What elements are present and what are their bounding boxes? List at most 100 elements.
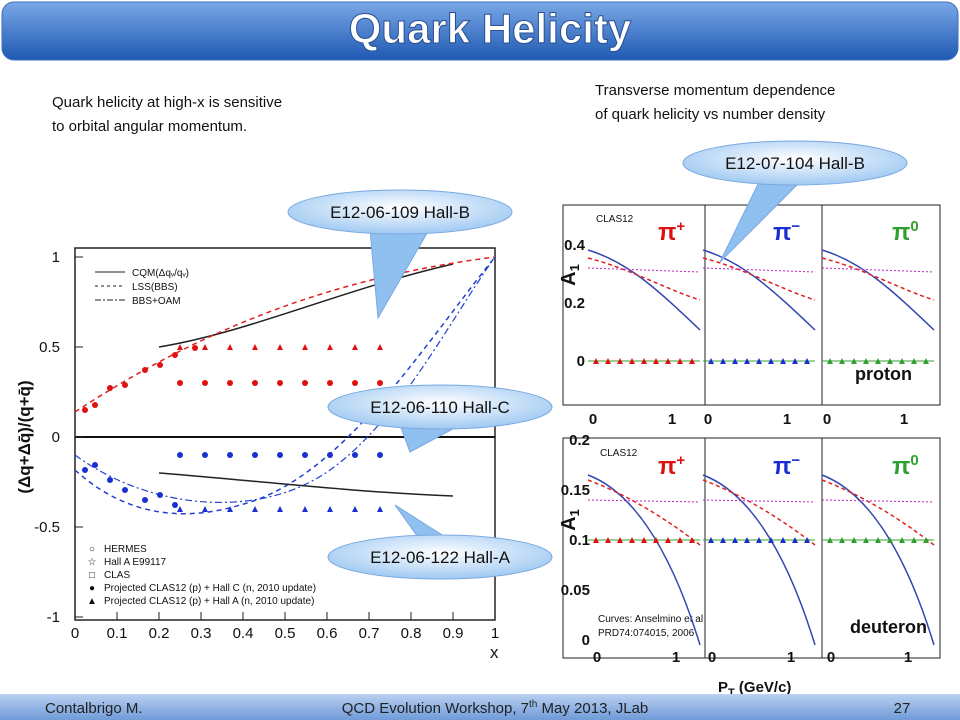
x-tick-label: 0 bbox=[823, 411, 831, 428]
panel-label-sup: + bbox=[676, 452, 685, 469]
legend-text: BBS+OAM bbox=[132, 296, 181, 307]
curve bbox=[702, 257, 816, 301]
footer-author: Contalbrigo M. bbox=[45, 700, 143, 717]
y-label: A1 bbox=[558, 264, 582, 286]
legend-text: Projected CLAS12 (p) + Hall A (n, 2010 u… bbox=[104, 596, 314, 607]
curves-note: PRD74:074015, 2006 bbox=[598, 628, 695, 639]
right-text: of quark helicity vs number density bbox=[595, 106, 826, 123]
slide-title: Quark Helicity bbox=[349, 5, 632, 52]
panel-label-sup: − bbox=[791, 452, 800, 469]
title-bar bbox=[1, 1, 959, 61]
curve bbox=[702, 499, 816, 503]
panel-label: π− bbox=[773, 218, 800, 246]
x-label: x bbox=[490, 643, 499, 662]
curve bbox=[821, 479, 935, 546]
legend-symbol: ☆ bbox=[88, 557, 97, 568]
x-tick-label: 1 bbox=[783, 411, 791, 428]
panel-frame bbox=[562, 204, 941, 406]
y-tick-label: 0.1 bbox=[569, 532, 590, 549]
y-tick-label: 0.15 bbox=[561, 482, 590, 499]
panel-label: π0 bbox=[892, 218, 919, 246]
curve bbox=[587, 249, 701, 331]
panel-label-sup: + bbox=[676, 218, 685, 235]
panel-label-base: π bbox=[892, 219, 910, 246]
curve bbox=[587, 499, 701, 503]
legend-text: CQM(Δqᵥ/qᵥ) bbox=[132, 268, 189, 279]
y-tick-label: 0.2 bbox=[564, 295, 585, 312]
legend-symbol: □ bbox=[89, 570, 95, 581]
legend-symbol: ● bbox=[89, 583, 95, 594]
y-tick-label: 0.2 bbox=[569, 432, 590, 449]
panel-frame bbox=[562, 437, 941, 659]
legend-text: Hall A E99117 bbox=[104, 557, 167, 568]
panel-label: π+ bbox=[658, 452, 685, 480]
x-tick-label: 0.4 bbox=[233, 625, 254, 642]
left-text: Quark helicity at high-x is sensitive bbox=[52, 94, 282, 111]
legend-symbol: ○ bbox=[89, 544, 95, 555]
x-tick-label: 1 bbox=[787, 649, 795, 666]
curve bbox=[587, 257, 701, 301]
callout: E12-06-109 Hall-B bbox=[287, 189, 513, 320]
left-text: to orbital angular momentum. bbox=[52, 118, 247, 135]
panel-label-base: π bbox=[892, 453, 910, 480]
curve bbox=[821, 249, 935, 331]
right-plot: A1 A1 CLAS12 CLAS12 proton deuteron Curv… bbox=[558, 204, 941, 699]
y-tick-label: -1 bbox=[47, 609, 60, 626]
curve bbox=[587, 479, 701, 546]
panel-label-base: π bbox=[773, 453, 791, 480]
legend-text: HERMES bbox=[104, 544, 147, 555]
x-tick-label: 1 bbox=[672, 649, 680, 666]
x-tick-label: 1 bbox=[900, 411, 908, 428]
footer-bar bbox=[0, 694, 960, 720]
x-tick-label: 0.3 bbox=[191, 625, 212, 642]
callout-text: E12-06-122 Hall-A bbox=[370, 548, 511, 567]
y-label: A1 bbox=[558, 509, 582, 531]
y-tick-label: 0.5 bbox=[39, 339, 60, 356]
x-tick-label: 0 bbox=[708, 649, 716, 666]
left-plot: (Δq+Δq̄)/(q+q̄) x 1 0.5 0 -0.5 -1 0 0.1 0.2 0.3 0… bbox=[15, 247, 499, 662]
x-tick-label: 1 bbox=[668, 411, 676, 428]
curve bbox=[821, 257, 935, 301]
x-tick-label: 0.8 bbox=[401, 625, 422, 642]
curve bbox=[821, 267, 935, 273]
callout: E12-07-104 Hall-B bbox=[682, 140, 908, 263]
x-tick-label: 0.9 bbox=[443, 625, 464, 642]
target-label: deuteron bbox=[850, 617, 927, 637]
curve bbox=[702, 474, 816, 646]
panel-label: π− bbox=[773, 452, 800, 480]
panel-label-sup: − bbox=[791, 218, 800, 235]
y-tick-label: -0.5 bbox=[34, 519, 60, 536]
y-tick-label: 0 bbox=[52, 429, 60, 446]
panel-label-base: π bbox=[658, 219, 676, 246]
y-tick-label: 0.05 bbox=[561, 582, 590, 599]
curve bbox=[158, 263, 454, 348]
x-tick-label: 0.6 bbox=[317, 625, 338, 642]
curve bbox=[74, 256, 496, 413]
y-tick-label: 0 bbox=[582, 632, 590, 649]
curve bbox=[702, 479, 816, 546]
callout-text: E12-06-110 Hall-C bbox=[370, 398, 510, 417]
legend-symbol: ▲ bbox=[87, 596, 97, 607]
panel-label: π+ bbox=[658, 218, 685, 246]
legend-text: CLAS bbox=[104, 570, 130, 581]
callout: E12-06-110 Hall-C bbox=[327, 384, 553, 453]
curve bbox=[821, 474, 935, 646]
panel-label: π0 bbox=[892, 452, 919, 480]
footer-event: QCD Evolution Workshop, 7th May 2013, JL… bbox=[342, 699, 649, 717]
curve bbox=[702, 267, 816, 273]
right-text: Transverse momentum dependence bbox=[595, 82, 835, 99]
callout-text: E12-06-109 Hall-B bbox=[330, 203, 470, 222]
curve bbox=[587, 267, 701, 273]
callout-text: E12-07-104 Hall-B bbox=[725, 154, 865, 173]
footer-page: 27 bbox=[894, 700, 911, 717]
x-tick-label: 0 bbox=[593, 649, 601, 666]
experiment-label: CLAS12 bbox=[596, 214, 634, 225]
x-tick-label: 0 bbox=[589, 411, 597, 428]
x-tick-label: 1 bbox=[491, 625, 499, 642]
x-tick-label: 0.7 bbox=[359, 625, 380, 642]
callout: E12-06-122 Hall-A bbox=[327, 504, 553, 580]
y-tick-label: 0 bbox=[577, 353, 585, 370]
x-tick-label: 1 bbox=[904, 649, 912, 666]
